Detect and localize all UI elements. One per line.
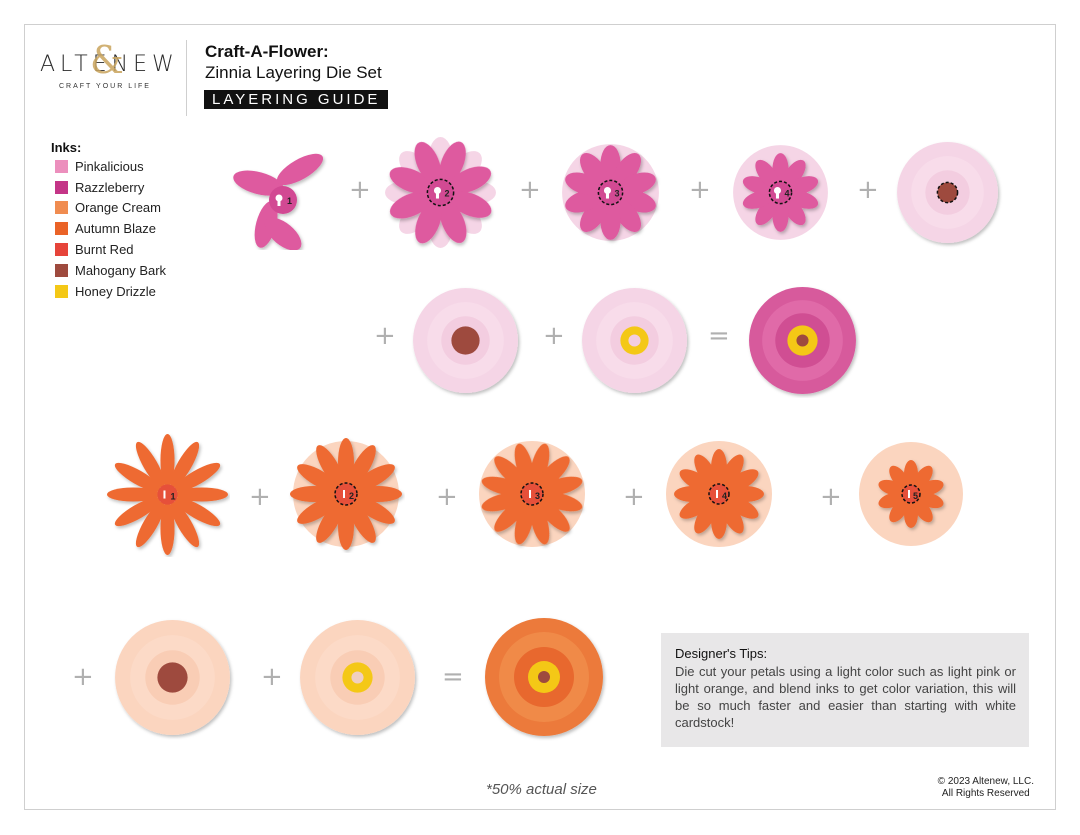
ink-swatch: [55, 222, 68, 236]
ink-label: Honey Drizzle: [75, 283, 156, 299]
ink-swatch: [55, 284, 68, 298]
ink-label: Burnt Red: [75, 242, 134, 258]
ink-swatch: [55, 263, 68, 277]
pink-layer-5-flower: [897, 142, 998, 243]
plus-sign: +: [72, 662, 94, 692]
ink-label: Mahogany Bark: [75, 262, 167, 278]
orange-center-mahogany-flower: [115, 620, 230, 735]
plus-sign: +: [436, 482, 458, 512]
ink-swatch: [55, 201, 68, 215]
designers-tips-box: Designer's Tips: Die cut your petals usi…: [661, 633, 1029, 747]
orange-layer-3-flower: 3: [479, 441, 585, 547]
brand-name: ALTENEW: [40, 52, 179, 77]
ink-label: Autumn Blaze: [75, 221, 156, 237]
svg-text:4: 4: [722, 491, 727, 501]
rights-line: All Rights Reserved: [941, 788, 1030, 799]
ink-label: Orange Cream: [75, 200, 161, 216]
equals-sign: =: [442, 662, 464, 692]
ink-item: Orange Cream: [51, 198, 166, 219]
ink-item: Autumn Blaze: [51, 218, 166, 239]
ink-swatch: [55, 159, 68, 173]
orange-center-honey-flower: [300, 620, 415, 735]
ink-item: Mahogany Bark: [51, 260, 166, 281]
plus-sign: +: [249, 482, 271, 512]
plus-sign: +: [261, 662, 283, 692]
layering-guide-badge: LAYERING GUIDE: [204, 90, 389, 109]
svg-text:1: 1: [171, 492, 176, 502]
page-subtitle: Zinnia Layering Die Set: [205, 63, 382, 82]
plus-sign: +: [820, 482, 842, 512]
ink-swatch: [55, 243, 68, 257]
copyright: © 2023 Altenew, LLC. All Rights Reserved: [938, 776, 1034, 800]
pink-center-honey-flower: [582, 288, 687, 393]
ink-item: Honey Drizzle: [51, 281, 166, 302]
pink-layer-4-flower: 4: [733, 145, 828, 240]
plus-sign: +: [519, 175, 541, 205]
orange-layer-2-flower: 2: [290, 438, 402, 550]
plus-sign: +: [543, 321, 565, 351]
copyright-line: © 2023 Altenew, LLC.: [937, 776, 1034, 787]
pink-finished-zinnia: [749, 287, 856, 394]
header-divider: [186, 40, 187, 116]
page-title: Craft-A-Flower:: [205, 42, 329, 61]
ink-swatch: [55, 180, 68, 194]
pink-layer-1-flower: 1: [233, 153, 324, 250]
page-frame: [24, 24, 1056, 810]
plus-sign: +: [623, 482, 645, 512]
svg-text:5: 5: [913, 491, 918, 501]
ink-legend-title: Inks:: [51, 140, 82, 155]
svg-text:3: 3: [535, 491, 540, 501]
ink-item: Burnt Red: [51, 239, 166, 260]
orange-layer-1-flower: 1: [107, 434, 228, 555]
scale-note: *50% actual size: [486, 781, 597, 798]
tips-heading: Designer's Tips:: [675, 646, 768, 661]
svg-text:2: 2: [349, 491, 354, 501]
orange-finished-zinnia: [485, 618, 603, 736]
ink-item: Razzleberry: [51, 177, 166, 198]
plus-sign: +: [689, 175, 711, 205]
ink-item: Pinkalicious: [51, 156, 166, 177]
ampersand-icon: &: [90, 38, 129, 82]
equals-sign: =: [708, 321, 730, 351]
orange-layer-4-flower: 4: [666, 441, 772, 547]
ink-label: Razzleberry: [75, 179, 145, 195]
pink-center-mahogany-flower: [413, 288, 518, 393]
ink-label: Pinkalicious: [75, 158, 144, 174]
svg-text:1: 1: [287, 196, 292, 206]
pink-layer-2-flower: 2: [385, 137, 496, 248]
altenew-logo: ALTENEW & CRAFT YOUR LIFE: [40, 38, 174, 90]
svg-text:3: 3: [615, 189, 620, 199]
orange-layer-5-flower: 5: [859, 442, 963, 546]
tips-body: Die cut your petals using a light color …: [675, 664, 1016, 730]
plus-sign: +: [349, 175, 371, 205]
ink-legend: Inks: Pinkalicious Razzleberry Orange Cr…: [51, 140, 166, 302]
plus-sign: +: [857, 175, 879, 205]
svg-text:2: 2: [445, 189, 450, 199]
plus-sign: +: [374, 321, 396, 351]
brand-tagline: CRAFT YOUR LIFE: [59, 83, 151, 90]
pink-layer-3-flower: 3: [562, 144, 659, 241]
svg-text:4: 4: [785, 189, 790, 199]
